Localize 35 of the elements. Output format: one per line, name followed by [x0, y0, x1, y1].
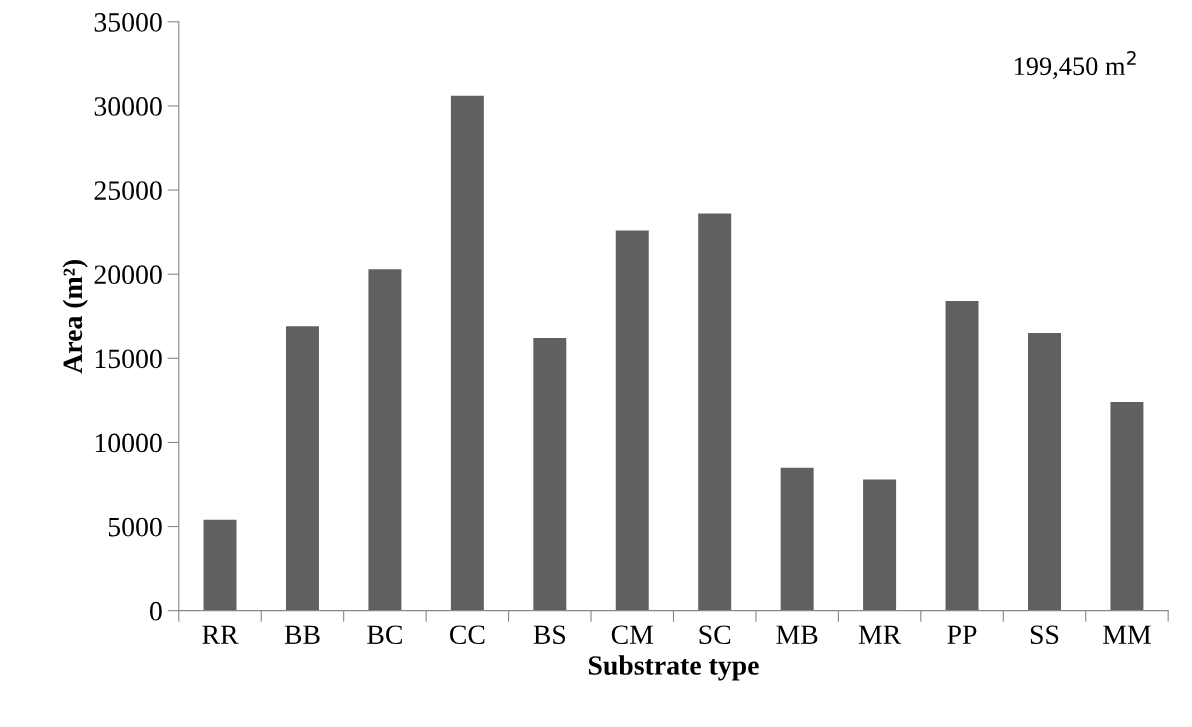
x-tick-label: BC: [367, 625, 402, 645]
y-tick-label: 30000: [94, 97, 162, 116]
x-tick-label: MM: [1103, 625, 1151, 644]
x-tick-label: SS: [1030, 625, 1059, 645]
x-tick-label: PP: [947, 625, 977, 644]
y-tick-label: 15000: [95, 349, 162, 369]
bar: [780, 467, 814, 611]
y-tick-label: 35000: [94, 12, 162, 32]
x-tick-label: CC: [449, 625, 485, 645]
bar: [203, 519, 237, 611]
bar: [368, 269, 402, 611]
bar: [615, 230, 649, 611]
bar: [863, 479, 897, 611]
bar: [285, 326, 319, 611]
bar: [1110, 402, 1144, 611]
y-tick-label: 5000: [108, 517, 162, 537]
x-tick-label: RR: [202, 625, 239, 644]
y-tick-label: 20000: [94, 265, 162, 285]
x-tick-label: MR: [858, 625, 902, 644]
x-tick-label: BS: [533, 625, 566, 645]
annotation: 199,450 m$^{2}$: [1014, 51, 1136, 79]
bar: [945, 301, 979, 611]
x-tick-label: CM: [611, 625, 654, 645]
x-tick-label: SC: [699, 625, 731, 645]
bar: [450, 95, 484, 611]
x-tick-label: MB: [776, 625, 818, 644]
bar: [533, 338, 567, 611]
y-tick-label: 25000: [94, 181, 162, 200]
bar: [1028, 333, 1061, 611]
y-tick-label: 0: [150, 601, 162, 621]
x-axis-title: Substrate type: [588, 655, 759, 681]
y-tick-label: 10000: [95, 433, 162, 453]
x-tick-label: BB: [284, 625, 320, 644]
y-axis-title: Area (m²): [62, 259, 88, 374]
bar: [698, 213, 732, 611]
